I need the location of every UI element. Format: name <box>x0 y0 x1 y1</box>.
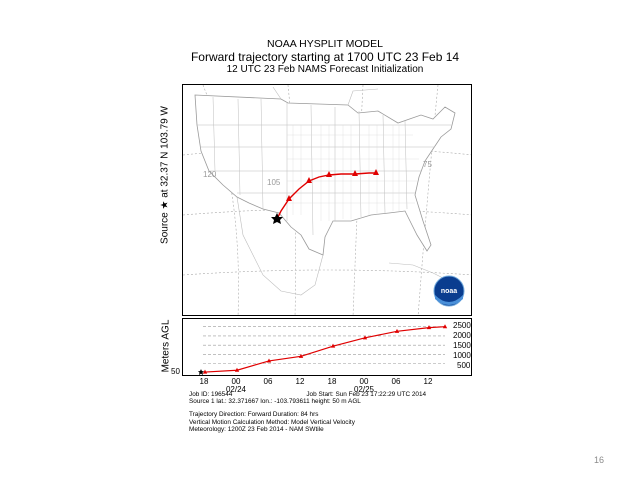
height-point <box>234 367 240 372</box>
run-info: Job ID: 196544 Job Start: Sun Feb 23 17:2… <box>189 391 426 433</box>
y-tick-2500: 2500 <box>453 321 471 330</box>
trajectory-marker <box>306 177 312 183</box>
job-start: Job Start: Sun Feb 23 17:22:29 UTC 2014 <box>306 391 427 398</box>
time-tick-label: 18 <box>327 377 337 386</box>
height-point <box>426 325 432 330</box>
time-tick-label: 12 <box>295 377 305 386</box>
height-point <box>394 328 400 333</box>
initialization-subtitle: 12 UTC 23 Feb NAMS Forecast Initializati… <box>226 64 424 75</box>
meteorology: Meteorology: 1200Z 23 Feb 2014 - NAM SWt… <box>189 425 324 433</box>
height-series-line <box>204 326 446 373</box>
vertical-axis-label: Meters AGL <box>160 319 172 373</box>
profile-source-star-icon <box>198 369 204 376</box>
map-svg: 120 105 75 noaa <box>183 85 471 315</box>
y-tick-500: 500 <box>457 361 471 370</box>
height-point <box>202 369 208 374</box>
lon-label-120: 120 <box>203 170 217 179</box>
job-id: Job ID: 196544 <box>189 391 233 398</box>
trajectory-marker <box>286 195 292 201</box>
source-location-label: Source ★ at 32.37 N 103.79 W <box>159 106 171 244</box>
trajectory-title: Forward trajectory starting at 1700 UTC … <box>190 50 460 64</box>
county-boundaries <box>287 125 419 221</box>
trajectory-marker <box>326 171 332 177</box>
height-point <box>362 335 368 340</box>
model-title: NOAA HYSPLIT MODEL <box>267 38 383 50</box>
noaa-logo: noaa <box>433 275 465 307</box>
trajectory-direction: Trajectory Direction: Forward Duration: … <box>189 411 319 419</box>
lon-label-75: 75 <box>423 160 432 169</box>
date-label: 02/24 <box>225 385 247 394</box>
height-point <box>298 353 304 358</box>
noaa-logo-text: noaa <box>441 288 457 295</box>
height-point <box>442 324 448 329</box>
time-tick-label: 00 <box>359 377 369 386</box>
us-outline <box>194 94 456 256</box>
y-tick-2000: 2000 <box>453 331 471 340</box>
time-tick-label: 18 <box>199 377 209 386</box>
date-label: 02/25 <box>353 385 375 394</box>
time-tick-label: 06 <box>263 377 273 386</box>
height-point <box>266 358 272 363</box>
page-number: 16 <box>594 455 605 465</box>
lon-label-105: 105 <box>267 178 281 187</box>
trajectory-map: 120 105 75 noaa <box>182 84 472 316</box>
y-tick-1500: 1500 <box>453 341 471 350</box>
time-tick-label: 00 <box>231 377 241 386</box>
y-tick-1000: 1000 <box>453 351 471 360</box>
start-height-label: 50 <box>171 367 180 376</box>
vertical-motion-method: Vertical Motion Calculation Method: Mode… <box>189 418 355 426</box>
source-details: Source 1 lat.: 32.371667 lon.: -103.7936… <box>189 398 361 406</box>
trajectory-markers <box>286 169 379 201</box>
time-tick-label: 12 <box>423 377 433 386</box>
trajectory-marker <box>352 170 358 176</box>
neighbor-coastlines <box>236 86 446 296</box>
height-point <box>330 343 336 348</box>
trajectory-line <box>276 172 376 220</box>
profile-svg <box>198 324 448 376</box>
time-tick-label: 06 <box>391 377 401 386</box>
trajectory-marker <box>373 169 379 175</box>
height-profile <box>182 318 472 376</box>
source-star-icon <box>271 213 283 224</box>
state-boundaries <box>197 96 451 236</box>
